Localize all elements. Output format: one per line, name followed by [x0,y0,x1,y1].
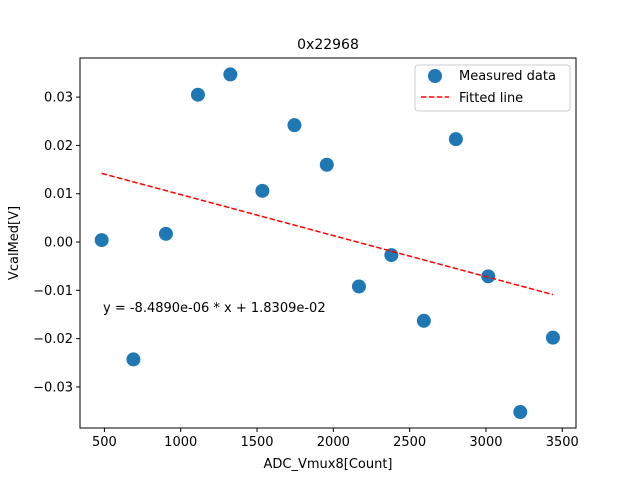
data-point [158,226,173,241]
legend-label-measured: Measured data [459,69,556,84]
legend: Measured data Fitted line [414,64,571,112]
legend-box [414,64,571,112]
data-point [287,118,302,133]
data-point [319,157,334,172]
fitted-line [101,172,554,296]
y-axis-ticks: −0.03 −0.02 −0.01 0.00 0.01 0.02 0.03 [33,91,80,395]
data-point [351,279,366,294]
x-tick-label: 1000 [164,435,197,450]
legend-label-fitted: Fitted line [459,91,523,106]
x-tick-label: 500 [92,435,117,450]
x-tick-label: 1500 [240,435,273,450]
chart-title: 0x22968 [297,37,359,53]
x-tick-label: 2000 [317,435,350,450]
fit-equation-annotation: y = -8.4890e-06 * x + 1.8309e-02 [103,301,326,316]
data-point [190,87,205,102]
data-point [416,313,431,328]
x-tick-label: 3000 [469,435,502,450]
data-point [223,67,238,82]
data-point [255,183,270,198]
axes-frame [79,57,577,429]
x-tick-label: 3500 [546,435,579,450]
y-tick-label: −0.01 [33,284,73,299]
data-point [513,405,528,420]
y-axis-label: VcalMed[V] [7,206,22,280]
data-point [126,352,141,367]
y-tick-label: 0.03 [44,91,73,106]
data-point [545,330,560,345]
x-axis-ticks: 500 1000 1500 2000 2500 3000 3500 [92,428,579,450]
legend-marker-measured [428,69,442,83]
x-axis-label: ADC_Vmux8[Count] [264,457,393,472]
x-tick-label: 2500 [393,435,426,450]
y-tick-label: 0.02 [44,139,73,154]
y-tick-label: 0.01 [44,187,73,202]
plot-area [94,67,560,420]
y-tick-label: −0.02 [33,332,73,347]
data-point [481,269,496,284]
y-tick-label: 0.00 [44,236,73,251]
data-point [448,132,463,147]
y-tick-label: −0.03 [33,380,73,395]
data-point [94,233,109,248]
